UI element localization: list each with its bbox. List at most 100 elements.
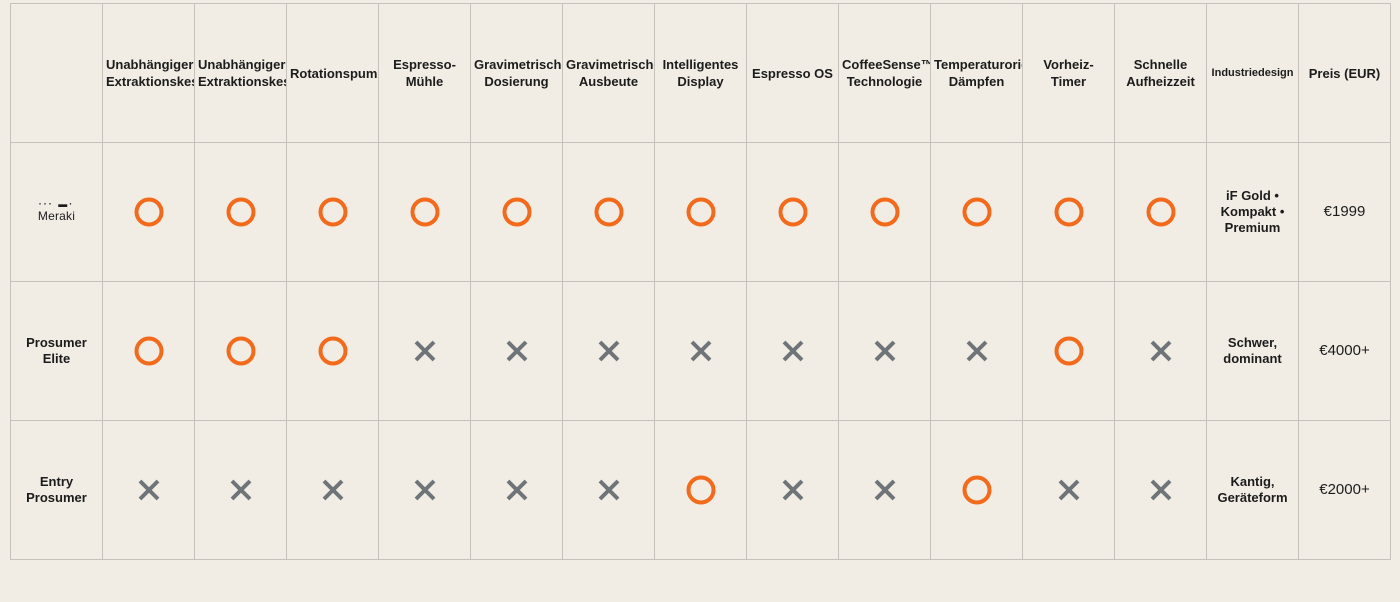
feature-cell [286,281,379,421]
row-label-meraki: ··· ▬· Meraki [10,142,103,282]
design-line: iF Gold • [1226,188,1279,203]
design-cell: Schwer, dominant [1206,281,1299,421]
design-line: Schwer, [1227,335,1278,350]
design-line: dominant [1223,351,1282,366]
col-header: Rotationspumpe [286,3,379,143]
cross-icon [414,340,435,362]
cross-icon [690,340,711,362]
feature-cell [1022,142,1115,282]
check-circle-icon [686,197,715,227]
col-header-design: Industriedesign [1206,3,1299,143]
design-cell: Kantig, Geräteform [1206,420,1299,560]
feature-cell [838,281,931,421]
col-header: Intelligentes Display [654,3,747,143]
check-circle-icon [134,336,163,366]
check-circle-icon [686,475,715,505]
feature-cell [470,142,563,282]
feature-cell [1114,420,1207,560]
price-cell: €2000+ [1298,420,1391,560]
feature-cell [746,142,839,282]
cross-icon [1058,479,1079,501]
cross-icon [598,479,619,501]
table-row: ··· ▬· Meraki iF Gold • Kompakt • Premiu… [10,142,1391,282]
cross-icon [874,340,895,362]
col-header: Espresso-Mühle [378,3,471,143]
feature-cell [562,142,655,282]
cross-icon [138,479,159,501]
feature-cell [746,281,839,421]
design-line: Kantig, [1230,474,1275,489]
feature-cell [194,142,287,282]
cross-icon [322,479,343,501]
feature-cell [102,281,195,421]
feature-cell [1114,281,1207,421]
check-circle-icon [226,197,255,227]
feature-cell [470,420,563,560]
check-circle-icon [870,197,899,227]
feature-cell [838,420,931,560]
col-header: Gravimetrische Ausbeute [562,3,655,143]
check-circle-icon [594,197,623,227]
feature-cell [102,420,195,560]
feature-cell [102,142,195,282]
col-header: Schnelle Aufheizzeit [1114,3,1207,143]
brand-logo-marks: ··· ▬· [38,199,75,209]
feature-cell [930,142,1023,282]
cross-icon [506,340,527,362]
cross-icon [874,479,895,501]
table-row: Prosumer Elite Schwer, dominant €4000+ [10,281,1391,421]
check-circle-icon [778,197,807,227]
check-circle-icon [410,197,439,227]
cross-icon [966,340,987,362]
feature-cell [1022,420,1115,560]
design-line: Geräteform [1217,490,1288,505]
comparison-table: Unabhängiger Extraktionskessel Unabhängi… [10,3,1391,560]
cross-icon [598,340,619,362]
col-header: Unabhängiger Extraktionskessel [102,3,195,143]
feature-cell [378,281,471,421]
feature-cell [562,420,655,560]
feature-cell [930,281,1023,421]
cross-icon [506,479,527,501]
cross-icon [1150,340,1171,362]
feature-cell [654,142,747,282]
check-circle-icon [318,197,347,227]
design-line: Kompakt • [1220,204,1285,219]
row-label: Prosumer Elite [10,281,103,421]
feature-cell [378,420,471,560]
feature-cell [286,420,379,560]
feature-cell [746,420,839,560]
row-label-line: Prosumer [26,335,87,350]
feature-cell [194,281,287,421]
price-cell: €1999 [1298,142,1391,282]
header-row: Unabhängiger Extraktionskessel Unabhängi… [10,3,1391,143]
check-circle-icon [134,197,163,227]
check-circle-icon [318,336,347,366]
cross-icon [782,340,803,362]
col-header-price: Preis (EUR) [1298,3,1391,143]
col-header: Gravimetrische Dosierung [470,3,563,143]
row-label-line: Prosumer [26,490,87,505]
col-header: CoffeeSense™ Technologie [838,3,931,143]
row-label: Entry Prosumer [10,420,103,560]
feature-cell [562,281,655,421]
row-label-line: Entry [39,474,74,489]
feature-cell [930,420,1023,560]
design-cell: iF Gold • Kompakt • Premium [1206,142,1299,282]
price-cell: €4000+ [1298,281,1391,421]
check-circle-icon [1146,197,1175,227]
col-header: Espresso OS [746,3,839,143]
col-header: Unabhängiger Extraktionskessel [194,3,287,143]
check-circle-icon [226,336,255,366]
row-label-line: Elite [42,351,71,366]
feature-cell [654,281,747,421]
check-circle-icon [502,197,531,227]
check-circle-icon [1054,197,1083,227]
feature-cell [194,420,287,560]
check-circle-icon [962,197,991,227]
design-line: Premium [1224,220,1281,235]
feature-cell [654,420,747,560]
cross-icon [782,479,803,501]
feature-cell [1114,142,1207,282]
cross-icon [1150,479,1171,501]
